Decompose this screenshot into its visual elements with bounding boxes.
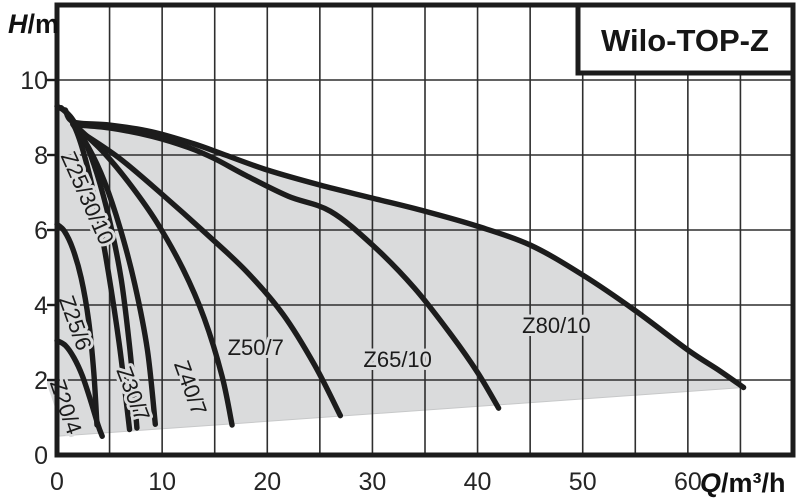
y-tick-label-0: 0 (34, 442, 48, 470)
grid-lines (57, 5, 793, 455)
x-tick-label-30: 30 (359, 468, 387, 496)
y-tick-label-6: 6 (34, 217, 48, 245)
pump-curve-z40-7 (75, 125, 235, 428)
x-tick-label-20: 20 (253, 468, 281, 496)
curve-label-z65-10: Z65/10 (363, 347, 432, 372)
pump-curves (54, 103, 747, 439)
y-axis-unit: /m (28, 9, 60, 39)
x-axis-title: Q/m³/h (700, 468, 786, 498)
x-tick-label-60: 60 (674, 468, 702, 496)
pump-curve-z25-6 (54, 221, 100, 428)
y-tick-label-10: 10 (20, 67, 48, 95)
y-tick-label-2: 2 (34, 367, 48, 395)
title-box: Wilo-TOP-Z (575, 2, 796, 76)
pump-curve-z65-10 (73, 122, 502, 411)
x-tick-label-10: 10 (148, 468, 176, 496)
y-axis-symbol: H (8, 9, 28, 39)
x-tick-label-50: 50 (569, 468, 597, 496)
y-tick-label-8: 8 (34, 142, 48, 170)
curve-label-z80-10: Z80/10 (522, 313, 591, 338)
pump-curve-z50-7 (81, 131, 344, 419)
x-axis-symbol: Q (700, 468, 721, 498)
chart-title: Wilo-TOP-Z (601, 23, 769, 58)
pump-curve-z30-7 (70, 121, 159, 427)
curve-label-z50-7: Z50/7 (228, 335, 284, 360)
x-axis-unit: /m³/h (721, 468, 786, 498)
title-box-frame (575, 2, 796, 76)
x-tick-label-40: 40 (464, 468, 492, 496)
axis-tick-labels: 0 2 4 6 8 10 0 10 20 30 40 50 60 (20, 67, 702, 496)
y-axis-title: H/m (8, 9, 59, 39)
x-tick-label-0: 0 (50, 468, 64, 496)
y-tick-label-4: 4 (34, 292, 48, 320)
pump-curve-z80-10 (62, 107, 747, 391)
